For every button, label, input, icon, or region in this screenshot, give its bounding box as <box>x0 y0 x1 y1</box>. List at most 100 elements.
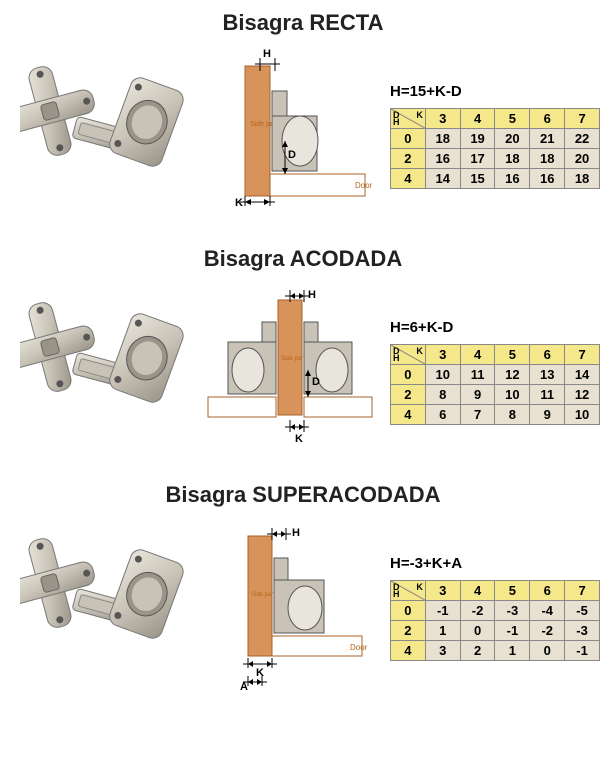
svg-text:H: H <box>263 48 271 60</box>
corner-h-label: H <box>393 589 400 599</box>
table-cell: 7 <box>460 405 495 425</box>
table-cell: 3 <box>425 641 460 661</box>
hinge-diagram: Side panel H D K <box>200 282 380 462</box>
corner-k-label: K <box>416 582 423 592</box>
table-corner: D K H <box>391 581 426 601</box>
section-title: Bisagra SUPERACODADA <box>0 482 606 508</box>
col-header: 5 <box>495 345 530 365</box>
col-header: 3 <box>425 109 460 129</box>
hinge-section: Bisagra ACODADA <box>0 246 606 462</box>
formula-text: H=6+K-D <box>390 319 600 336</box>
col-header: 7 <box>565 581 600 601</box>
table-column: H=6+K-D D K H 34567010111213142891011124… <box>390 319 600 425</box>
section-row: Side panel H D K <box>0 282 606 462</box>
hinge-photo <box>20 528 190 688</box>
table-cell: 15 <box>460 169 495 189</box>
table-cell: 12 <box>565 385 600 405</box>
table-cell: 20 <box>565 149 600 169</box>
row-header: 4 <box>391 405 426 425</box>
table-cell: 20 <box>495 129 530 149</box>
section-row: Side panel Door H D K H=15+K-D D K H 345… <box>0 46 606 226</box>
svg-text:D: D <box>312 376 320 388</box>
data-table: D K H 3456701819202122216171818204141516… <box>390 108 600 189</box>
corner-h-label: H <box>393 353 400 363</box>
svg-text:K: K <box>295 433 303 445</box>
row-header: 0 <box>391 365 426 385</box>
col-header: 4 <box>460 581 495 601</box>
table-cell: 22 <box>565 129 600 149</box>
table-cell: -5 <box>565 601 600 621</box>
table-cell: 1 <box>495 641 530 661</box>
col-header: 7 <box>565 345 600 365</box>
hinge-section: Bisagra SUPERACODADA <box>0 482 606 698</box>
section-title: Bisagra RECTA <box>0 10 606 36</box>
table-cell: 21 <box>530 129 565 149</box>
col-header: 5 <box>495 109 530 129</box>
svg-text:A: A <box>240 681 248 693</box>
svg-text:K: K <box>235 197 243 209</box>
table-cell: 18 <box>530 149 565 169</box>
col-header: 3 <box>425 345 460 365</box>
table-cell: 14 <box>565 365 600 385</box>
table-cell: 16 <box>495 169 530 189</box>
table-cell: 17 <box>460 149 495 169</box>
col-header: 3 <box>425 581 460 601</box>
section-row: Side panel Door H K A H=-3+K+A D <box>0 518 606 698</box>
col-header: 7 <box>565 109 600 129</box>
row-header: 4 <box>391 641 426 661</box>
col-header: 6 <box>530 581 565 601</box>
formula-text: H=15+K-D <box>390 83 600 100</box>
row-header: 0 <box>391 601 426 621</box>
corner-h-label: H <box>393 117 400 127</box>
data-table: D K H 345670-1-2-3-4-5210-1-2-343210-1 <box>390 580 600 661</box>
table-cell: 18 <box>425 129 460 149</box>
col-header: 4 <box>460 109 495 129</box>
table-cell: 8 <box>495 405 530 425</box>
section-title: Bisagra ACODADA <box>0 246 606 272</box>
hinge-section: Bisagra RECTA <box>0 10 606 226</box>
hinge-photo <box>20 292 190 452</box>
table-cell: 0 <box>460 621 495 641</box>
col-header: 6 <box>530 109 565 129</box>
svg-text:H: H <box>292 527 300 539</box>
table-cell: 9 <box>530 405 565 425</box>
table-cell: 13 <box>530 365 565 385</box>
svg-text:D: D <box>288 149 296 161</box>
data-table: D K H 34567010111213142891011124678910 <box>390 344 600 425</box>
table-cell: -2 <box>530 621 565 641</box>
table-cell: -3 <box>565 621 600 641</box>
table-cell: 18 <box>565 169 600 189</box>
table-column: H=-3+K+A D K H 345670-1-2-3-4-5210-1-2-3… <box>390 555 600 661</box>
corner-k-label: K <box>416 110 423 120</box>
hinge-diagram: Side panel Door H K A <box>200 518 380 698</box>
svg-text:K: K <box>256 667 264 679</box>
col-header: 5 <box>495 581 530 601</box>
col-header: 6 <box>530 345 565 365</box>
col-header: 4 <box>460 345 495 365</box>
formula-text: H=-3+K+A <box>390 555 600 572</box>
row-header: 2 <box>391 385 426 405</box>
table-cell: -4 <box>530 601 565 621</box>
svg-text:Door: Door <box>350 643 368 652</box>
row-header: 2 <box>391 149 426 169</box>
table-cell: 10 <box>495 385 530 405</box>
table-cell: -3 <box>495 601 530 621</box>
table-cell: 0 <box>530 641 565 661</box>
table-cell: 19 <box>460 129 495 149</box>
table-cell: 10 <box>425 365 460 385</box>
table-cell: 14 <box>425 169 460 189</box>
row-header: 0 <box>391 129 426 149</box>
table-cell: -1 <box>565 641 600 661</box>
table-cell: 9 <box>460 385 495 405</box>
table-cell: 18 <box>495 149 530 169</box>
svg-text:H: H <box>308 289 316 301</box>
table-cell: 6 <box>425 405 460 425</box>
row-header: 4 <box>391 169 426 189</box>
table-corner: D K H <box>391 109 426 129</box>
row-header: 2 <box>391 621 426 641</box>
table-column: H=15+K-D D K H 3456701819202122216171818… <box>390 83 600 189</box>
table-cell: 16 <box>530 169 565 189</box>
table-cell: 12 <box>495 365 530 385</box>
svg-text:Door: Door <box>355 181 373 190</box>
table-corner: D K H <box>391 345 426 365</box>
